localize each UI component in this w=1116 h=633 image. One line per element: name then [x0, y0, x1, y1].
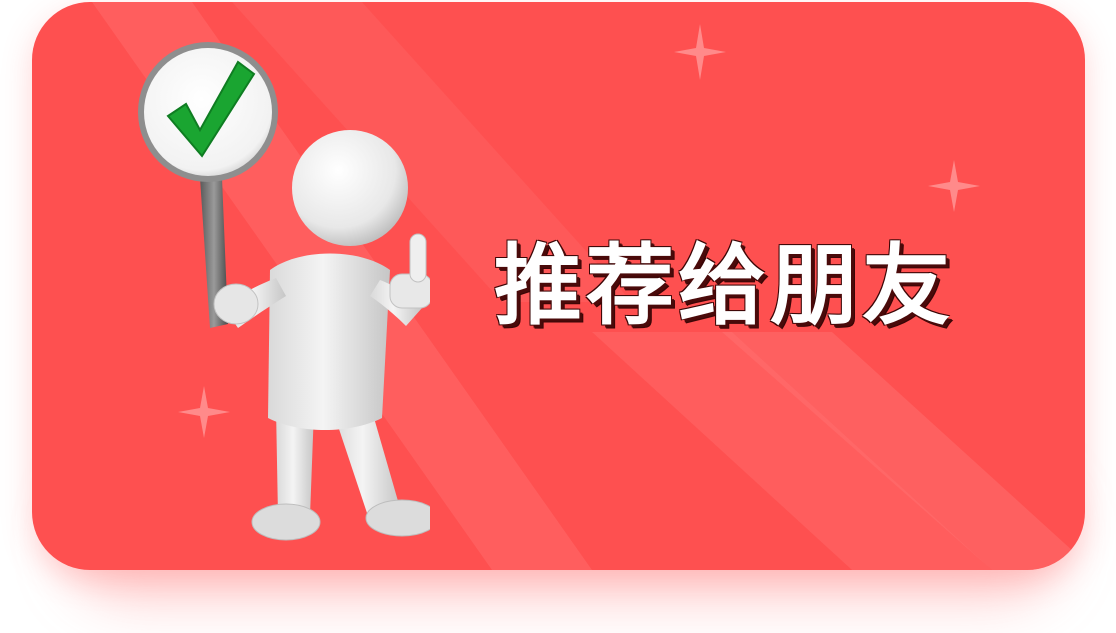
diagonal-stripe	[592, 332, 992, 570]
thumbs-up-icon	[389, 233, 430, 309]
sparkle-icon	[674, 24, 726, 80]
recommend-to-friend-card[interactable]: 推荐给朋友	[32, 2, 1085, 570]
diagonal-stripe	[722, 332, 1085, 570]
figure-left-leg	[276, 408, 314, 516]
sparkle-icon	[928, 160, 980, 212]
figure-left-foot	[251, 503, 321, 541]
checkmark-icon	[166, 60, 256, 158]
figure-right-leg	[332, 404, 400, 516]
checkmark-sign	[138, 42, 278, 182]
figure-torso	[268, 253, 390, 430]
person-with-checkmark-sign-illustration	[138, 42, 430, 541]
sparkle-icon	[178, 386, 230, 438]
figure-head	[292, 130, 408, 246]
diagonal-stripe	[232, 2, 632, 302]
figure-left-hand	[213, 283, 259, 325]
figure-right-foot	[365, 499, 430, 537]
recommend-to-friend-label[interactable]: 推荐给朋友	[494, 234, 955, 337]
